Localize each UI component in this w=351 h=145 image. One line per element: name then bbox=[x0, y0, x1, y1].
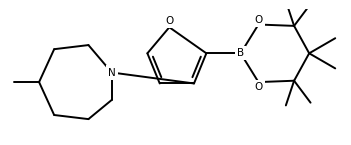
Text: O: O bbox=[254, 82, 263, 92]
Text: O: O bbox=[254, 15, 263, 25]
Text: N: N bbox=[108, 68, 115, 77]
Text: B: B bbox=[237, 48, 244, 58]
Text: O: O bbox=[165, 16, 173, 26]
